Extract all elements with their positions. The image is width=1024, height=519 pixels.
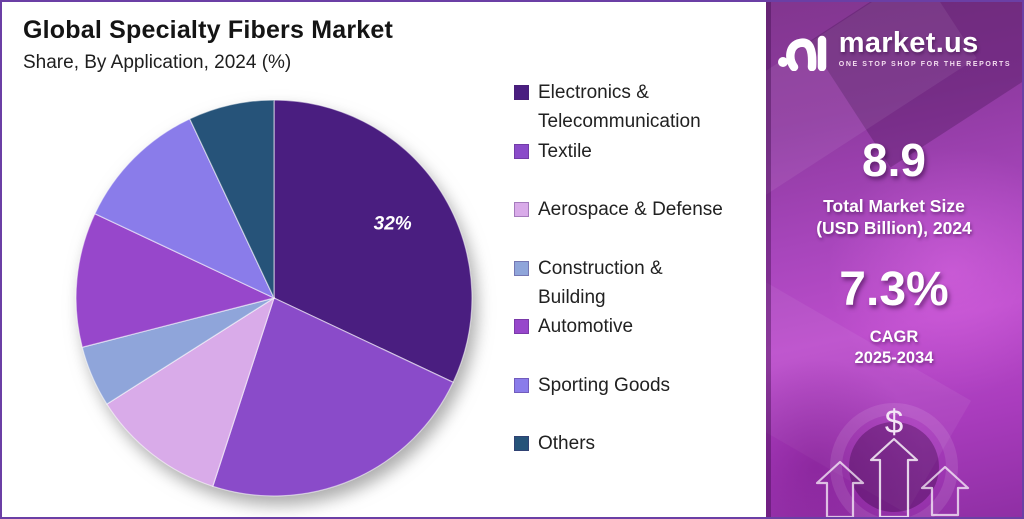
cagr-label: CAGR 2025-2034 xyxy=(766,327,1022,369)
brand-name: market.us xyxy=(838,26,979,59)
cagr-label-line1: CAGR xyxy=(869,328,919,346)
market-us-logo-icon xyxy=(777,35,827,71)
growth-arrows-graphic: $ xyxy=(815,403,970,517)
cagr-value: 7.3% xyxy=(839,263,949,316)
legend-swatch-icon xyxy=(514,260,529,276)
legend-label: Electronics & Telecommunication xyxy=(538,82,701,132)
brand-text: market.us ONE STOP SHOP FOR THE REPORTS xyxy=(839,27,1011,68)
pie-slice-aerospace-defense xyxy=(105,296,276,488)
legend-label: Sporting Goods xyxy=(538,374,671,396)
pie-slice-value-label: 32% xyxy=(374,214,412,235)
legend-swatch-icon xyxy=(514,202,529,217)
pie-chart: 32% xyxy=(72,96,476,500)
legend-swatch-icon xyxy=(514,377,529,393)
pie-slice-textile xyxy=(212,297,454,497)
legend-label: Textile xyxy=(538,140,592,162)
legend-label: Aerospace & Defense xyxy=(538,199,723,220)
dollar-icon: $ xyxy=(885,403,903,440)
cagr-label-line2: 2025-2034 xyxy=(854,349,934,367)
legend-label: Automotive xyxy=(538,316,634,337)
market-size-value: 8.9 xyxy=(862,134,926,186)
legend-swatch-icon xyxy=(514,143,529,159)
pie-slice-electronics-telecommunication xyxy=(273,99,473,384)
pie-chart-svg: 32% xyxy=(75,99,473,497)
legend-label: Construction & Building xyxy=(538,257,663,308)
legend-item-electronics-telecommunication: Electronics & Telecommunication xyxy=(514,78,764,137)
chart-legend: Electronics & Telecommunication Textile … xyxy=(514,78,764,488)
up-arrow-icon xyxy=(869,437,919,517)
legend-item-others: Others xyxy=(514,429,764,488)
legend-item-construction-building: Construction & Building xyxy=(514,254,764,313)
panel-texture-shape xyxy=(766,357,926,517)
up-arrow-icon xyxy=(920,465,970,517)
market-size-label-line1: Total Market Size xyxy=(823,196,965,216)
pie-slice-automotive xyxy=(75,212,276,348)
legend-item-textile: Textile xyxy=(514,137,764,196)
pie-slice-others xyxy=(188,99,275,299)
brand-logo: market.us ONE STOP SHOP FOR THE REPORTS xyxy=(766,23,1022,71)
legend-label: Others xyxy=(538,433,596,454)
legend-item-automotive: Automotive xyxy=(514,312,764,371)
chart-header: Global Specialty Fibers Market Share, By… xyxy=(23,16,393,74)
up-arrow-icon xyxy=(815,460,865,517)
legend-swatch-icon xyxy=(514,436,529,451)
panel-texture-shape xyxy=(822,142,1022,402)
panel-edge-strip xyxy=(766,2,771,517)
market-size-label-line2: (USD Billion), 2024 xyxy=(816,218,972,238)
legend-item-aerospace-defense: Aerospace & Defense xyxy=(514,195,764,254)
page-subtitle: Share, By Application, 2024 (%) xyxy=(23,52,292,73)
pie-slice-sporting-goods xyxy=(94,118,276,300)
legend-swatch-icon xyxy=(514,319,529,334)
legend-swatch-icon xyxy=(514,85,529,100)
market-size-label: Total Market Size (USD Billion), 2024 xyxy=(766,195,1022,239)
page-title: Global Specialty Fibers Market xyxy=(23,16,394,44)
legend-item-sporting-goods: Sporting Goods xyxy=(514,371,764,430)
brand-tagline: ONE STOP SHOP FOR THE REPORTS xyxy=(838,60,1012,68)
brand-panel: market.us ONE STOP SHOP FOR THE REPORTS … xyxy=(766,2,1022,517)
dark-circle-shape xyxy=(849,422,939,512)
